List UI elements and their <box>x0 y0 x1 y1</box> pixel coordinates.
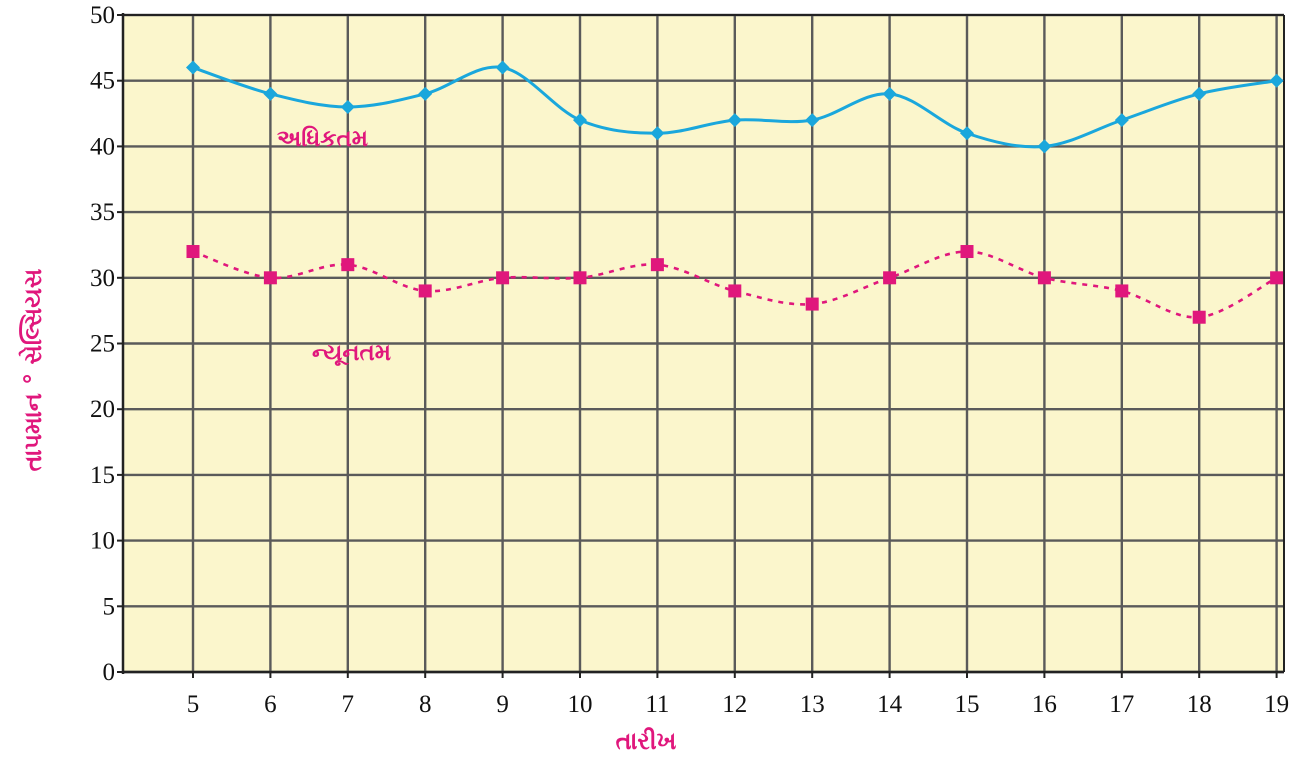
x-tick-label-12: 17 <box>1109 691 1134 718</box>
series-0-point-4 <box>495 60 510 75</box>
series-1-point-11 <box>1037 271 1051 285</box>
series-0-point-1 <box>263 86 278 101</box>
series-0-point-0 <box>186 60 200 75</box>
y-tick-label-4: 20 <box>90 396 115 423</box>
x-tick-label-14: 19 <box>1264 691 1289 718</box>
series-1-point-9 <box>883 271 897 285</box>
axes <box>117 13 1285 678</box>
y-tick-labels: 0 5 10 15 20 25 30 35 40 45 50 <box>90 2 115 686</box>
series-1-point-0 <box>186 245 200 259</box>
series-0-point-14 <box>1269 73 1284 88</box>
series-1-point-2 <box>341 258 355 272</box>
x-tick-label-1: 6 <box>264 691 277 718</box>
series-1-point-8 <box>805 297 819 311</box>
series-line-1 <box>192 250 1278 319</box>
y-tick-label-9: 45 <box>90 68 115 95</box>
series-label-min: ન્યૂનતમ <box>312 340 391 366</box>
y-tick-label-2: 10 <box>90 528 115 555</box>
x-tick-label-2: 7 <box>342 691 355 718</box>
series-1-point-6 <box>650 258 664 272</box>
series-1-point-1 <box>263 271 277 285</box>
y-tick-label-10: 50 <box>90 2 115 29</box>
x-tick-label-0: 5 <box>187 691 200 718</box>
x-tick-label-6: 11 <box>645 691 669 718</box>
x-tick-label-11: 16 <box>1032 691 1057 718</box>
series-1-point-5 <box>573 271 587 285</box>
series-0-point-10 <box>960 126 974 141</box>
y-tick-label-6: 30 <box>90 265 115 292</box>
series-0-point-8 <box>805 113 820 128</box>
series-1-point-14 <box>1270 271 1284 285</box>
series-1-point-13 <box>1192 310 1206 324</box>
series-markers <box>186 60 1284 324</box>
series-0-point-7 <box>727 113 742 128</box>
x-tick-label-8: 13 <box>800 691 825 718</box>
y-tick-label-0: 0 <box>103 659 116 686</box>
x-tick-labels: 5 6 7 8 9 10 11 12 13 14 15 16 17 18 19 <box>187 691 1289 718</box>
series-0-point-3 <box>418 86 433 101</box>
series-0-point-5 <box>573 113 587 128</box>
x-tick-label-5: 10 <box>568 691 593 718</box>
y-axis-title: તાપમાન ° સેલ્સિયસ <box>18 269 47 472</box>
series-0-point-6 <box>650 126 665 141</box>
series-0-point-9 <box>882 86 897 101</box>
series-label-max: અધિકતમ <box>277 125 368 152</box>
series-1-point-4 <box>496 271 510 285</box>
y-tick-label-7: 35 <box>90 199 115 226</box>
y-tick-label-5: 25 <box>90 331 115 358</box>
x-tick-label-9: 14 <box>877 691 903 718</box>
series-0-point-11 <box>1037 139 1052 154</box>
series-1-point-12 <box>1115 284 1129 298</box>
x-axis-title: તારીખ <box>616 727 677 755</box>
series-1-point-3 <box>418 284 432 298</box>
series-0-point-12 <box>1114 113 1129 128</box>
y-tick-label-1: 5 <box>103 593 116 620</box>
x-tick-label-10: 15 <box>955 691 980 718</box>
x-tick-label-4: 9 <box>496 691 509 718</box>
y-tick-label-3: 15 <box>90 462 115 489</box>
series-0-point-13 <box>1192 86 1207 101</box>
series-1-point-7 <box>728 284 742 298</box>
series-1-point-10 <box>960 245 974 259</box>
series-0-point-2 <box>340 99 355 114</box>
x-tick-label-7: 12 <box>722 691 747 718</box>
x-tick-label-13: 18 <box>1187 691 1212 718</box>
x-tick-label-3: 8 <box>419 691 432 718</box>
y-tick-label-8: 40 <box>90 133 115 160</box>
